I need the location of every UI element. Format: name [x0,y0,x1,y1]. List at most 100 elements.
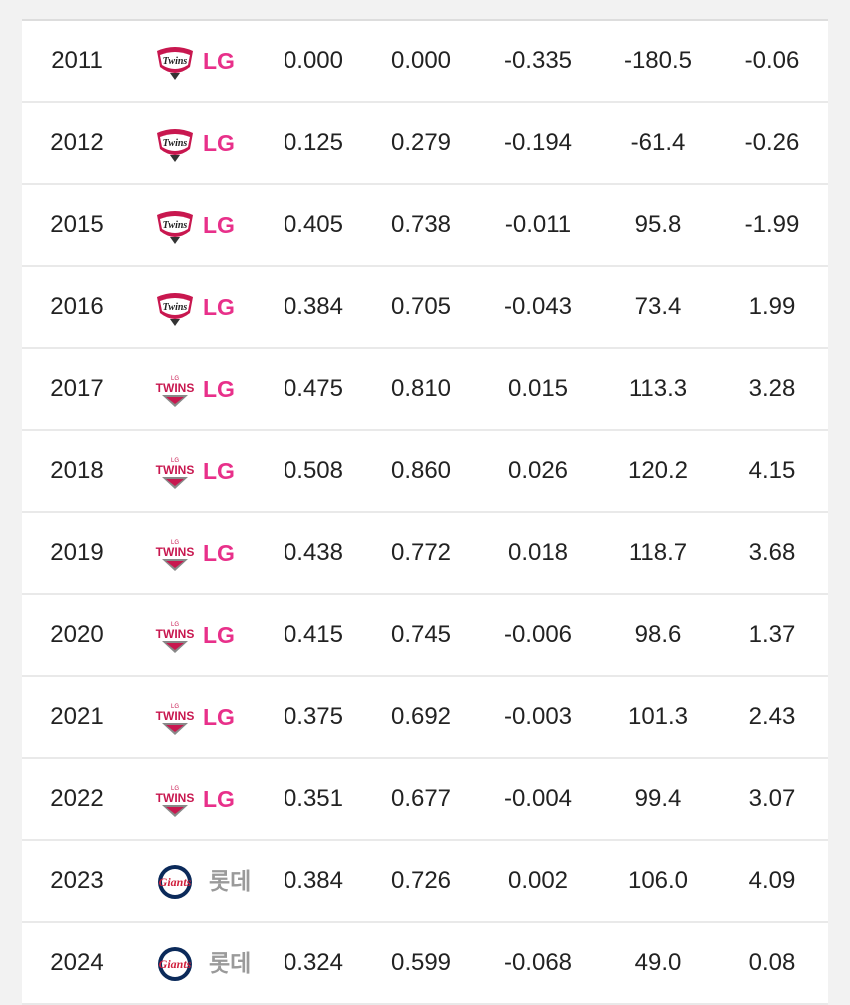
stat-cell: -1.99 [744,211,800,238]
team-logo [152,617,198,655]
team-name: LG [203,376,235,402]
stat-cell: 120.2 [627,457,689,484]
team-name: LG [203,540,235,566]
clipped-cell: 0.438 [285,513,343,593]
table-row: 2023 롯데 0.384 0.726 0.002 106.0 4.09 [22,841,828,923]
stat-cell: 0.677 [390,785,452,812]
stat-cell: 0.324 [285,949,343,976]
stat-cell: -0.004 [503,785,573,812]
stat-cell: 0.415 [285,621,343,648]
stat-cell: 98.6 [634,621,682,648]
stat-cell: 0.08 [748,949,796,976]
clipped-cell: 0.415 [285,595,343,675]
team-logo [152,207,198,245]
clipped-cell: 0.000 [285,21,343,101]
stat-cell: -0.043 [503,293,573,320]
stat-cell: 0.015 [507,375,569,402]
stat-cell: 0.026 [507,457,569,484]
table-row: 2015 LG 0.405 0.738 -0.011 95.8 -1.99 [22,185,828,267]
table-row: 2024 롯데 0.324 0.599 -0.068 49.0 0.08 [22,923,828,1005]
clipped-cell: 0.375 [285,677,343,757]
stat-cell: 3.68 [748,539,796,566]
stat-cell: 113.3 [628,375,688,402]
year: 2017 [50,375,104,402]
stat-cell: 99.4 [634,785,682,812]
table-row: 2020 LG 0.415 0.745 -0.006 98.6 1.37 [22,595,828,677]
stats-table: 2011 LG 0.000 0.000 -0.335 -180.5 -0.06 2012 LG 0… [22,19,828,1005]
stat-cell: 0.384 [285,293,343,320]
stat-cell: 4.15 [748,457,796,484]
team-name: 롯데 [209,868,252,894]
stat-cell: 3.28 [748,375,796,402]
stat-cell: 0.125 [285,129,343,156]
team-logo [152,699,198,737]
team-logo [152,453,198,491]
stat-cell: 49.0 [634,949,682,976]
stat-cell: -0.006 [503,621,573,648]
stat-cell: 0.018 [507,539,569,566]
clipped-cell: 0.324 [285,923,343,1003]
stat-cell: 0.810 [390,375,452,402]
stat-cell: 2.43 [748,703,796,730]
stat-cell: 0.475 [285,375,343,402]
clipped-cell: 0.351 [285,759,343,839]
stat-cell: -0.26 [744,129,800,156]
team-name: LG [203,212,235,238]
clipped-cell: 0.125 [285,103,343,183]
team-name: LG [203,786,235,812]
table-row: 2016 LG 0.384 0.705 -0.043 73.4 1.99 [22,267,828,349]
year: 2016 [50,293,104,320]
stat-cell: -180.5 [623,47,693,74]
stat-cell: 0.692 [390,703,452,730]
stat-cell: -0.003 [503,703,573,730]
stat-cell: -0.194 [503,129,573,156]
table-row: 2018 LG 0.508 0.860 0.026 120.2 4.15 [22,431,828,513]
stat-cell: 0.705 [390,293,452,320]
stat-cell: 118.7 [628,539,688,566]
stat-cell: 0.772 [390,539,452,566]
team-logo [152,945,198,983]
team-logo [152,863,198,901]
team-name: 롯데 [209,950,252,976]
clipped-cell: 0.384 [285,267,343,347]
stat-cell: -0.068 [503,949,573,976]
stat-cell: 0.000 [285,47,343,74]
year: 2021 [50,703,104,730]
stat-cell: 0.726 [390,867,452,894]
stat-cell: 0.508 [285,457,343,484]
stat-cell: 3.07 [748,785,796,812]
stat-cell: -61.4 [630,129,686,156]
year: 2024 [50,949,104,976]
stat-cell: -0.06 [744,47,800,74]
clipped-cell: 0.405 [285,185,343,265]
stat-cell: -0.011 [504,211,572,238]
clipped-cell: 0.475 [285,349,343,429]
stat-cell: 0.279 [390,129,452,156]
team-name: LG [203,48,235,74]
stat-cell: 73.4 [634,293,682,320]
year: 2023 [50,867,104,894]
table-row: 2021 LG 0.375 0.692 -0.003 101.3 2.43 [22,677,828,759]
stat-cell: 0.000 [390,47,452,74]
stat-cell: 0.745 [390,621,452,648]
stat-cell: 106.0 [627,867,689,894]
table-row: 2011 LG 0.000 0.000 -0.335 -180.5 -0.06 [22,21,828,103]
clipped-cell: 0.384 [285,841,343,921]
stat-cell: 0.384 [285,867,343,894]
team-name: LG [203,622,235,648]
team-logo [152,535,198,573]
year: 2015 [50,211,104,238]
stat-cell: 0.351 [285,785,343,812]
year: 2011 [51,47,103,74]
stat-cell: 0.405 [285,211,343,238]
stat-cell: 0.438 [285,539,343,566]
stat-cell: -0.335 [503,47,573,74]
year: 2012 [50,129,104,156]
team-logo [152,781,198,819]
year: 2019 [50,539,104,566]
team-logo [152,371,198,409]
stat-cell: 0.738 [390,211,452,238]
stat-cell: 0.375 [285,703,343,730]
year: 2018 [50,457,104,484]
